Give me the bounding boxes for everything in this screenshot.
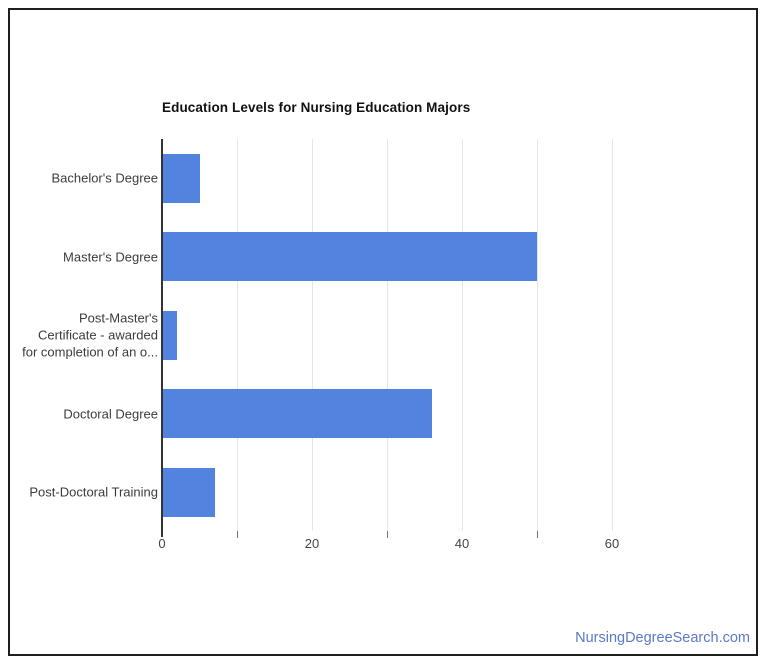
category-label-5: Post-Doctoral Training xyxy=(29,484,158,500)
bar-2 xyxy=(162,232,537,281)
x-axis-minor-tick xyxy=(237,531,238,538)
gridline xyxy=(387,139,388,531)
bar-3 xyxy=(162,310,177,360)
category-label-4: Doctoral Degree xyxy=(63,406,158,421)
category-axis-labels: Bachelor's Degree Master's Degree Post-Mas… xyxy=(10,139,158,531)
bar-1 xyxy=(162,153,200,203)
x-axis-tick-label: 0 xyxy=(158,536,166,551)
chart-frame: Education Levels for Nursing Education M… xyxy=(8,8,758,656)
category-label-1: Bachelor's Degree xyxy=(51,170,158,186)
x-axis-tick-label: 40 xyxy=(454,536,470,551)
watermark-link[interactable]: NursingDegreeSearch.com xyxy=(575,630,750,646)
bar-5 xyxy=(162,467,215,517)
x-axis-minor-tick xyxy=(387,531,388,538)
category-label-3: Post-Master's Certificate - awarded for … xyxy=(22,310,158,360)
gridline xyxy=(312,139,313,531)
gridline xyxy=(612,139,613,531)
baseline-axis xyxy=(161,139,163,537)
x-axis-minor-tick xyxy=(537,531,538,538)
gridline xyxy=(237,139,238,531)
plot-area: 0 20 40 60 xyxy=(158,139,724,551)
gridline xyxy=(462,139,463,531)
gridline xyxy=(537,139,538,531)
x-axis-tick-label: 20 xyxy=(304,536,320,551)
x-axis-tick-label: 60 xyxy=(604,536,620,551)
chart-title: Education Levels for Nursing Education M… xyxy=(162,100,471,115)
bar-4 xyxy=(162,389,432,438)
category-label-2: Master's Degree xyxy=(63,249,158,264)
